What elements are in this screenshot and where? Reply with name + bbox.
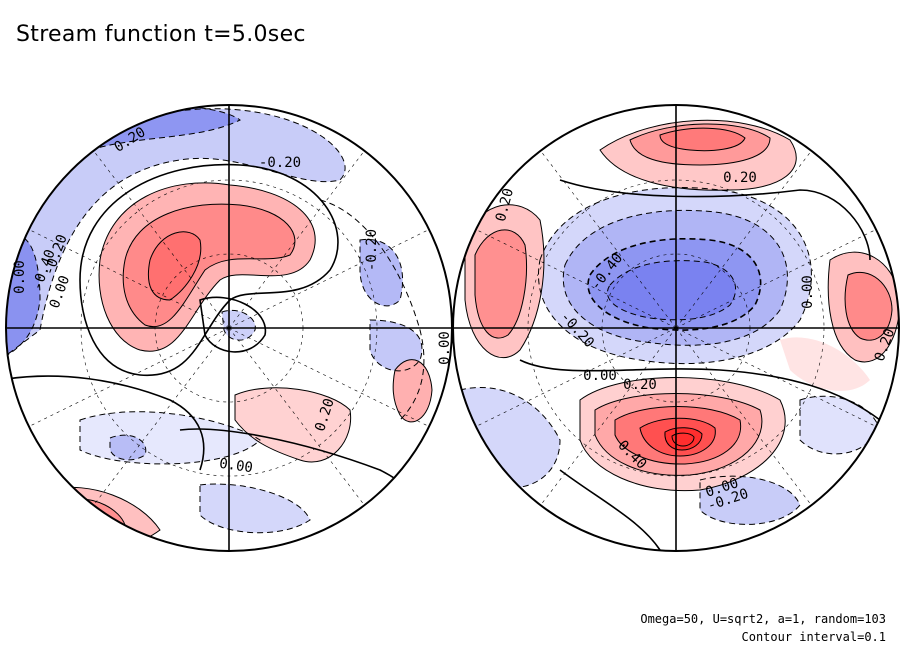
- contour-label-left-9: 0.00: [437, 331, 453, 365]
- contour-label-text: 0.00: [218, 456, 254, 477]
- contour-label-right-1: 0.20: [723, 170, 757, 186]
- contour-label-left-3: 0.00: [12, 260, 28, 294]
- contour-label-right-6: 0.20: [623, 377, 657, 393]
- contour-label-text: 0.00: [800, 275, 816, 309]
- left-hemisphere: [6, 105, 452, 551]
- contour-label-left-1: -0.20: [259, 155, 301, 171]
- contour-label-right-5: 0.00: [583, 368, 617, 384]
- contour-label-text: 0.20: [723, 170, 757, 186]
- contour-label-left-8: 0.00: [218, 456, 254, 477]
- contour-label-left-2: -0.20: [364, 229, 380, 271]
- contour-label-text: 0.00: [437, 331, 453, 365]
- right-hemisphere: [453, 105, 899, 551]
- contour-label-text: 0.00: [12, 260, 28, 294]
- contour-label-text: 0.20: [623, 377, 657, 393]
- parameters-note: Omega=50, U=sqrt2, a=1, random=103: [640, 612, 886, 626]
- contour-label-right-3: 0.00: [800, 275, 816, 309]
- contour-label-text: 0.00: [583, 368, 617, 384]
- chart-title: Stream function t=5.0sec: [16, 22, 306, 47]
- contour-label-text: -0.20: [259, 155, 301, 171]
- contour-label-text: -0.20: [364, 229, 380, 271]
- contour-interval-note: Contour interval=0.1: [741, 630, 887, 644]
